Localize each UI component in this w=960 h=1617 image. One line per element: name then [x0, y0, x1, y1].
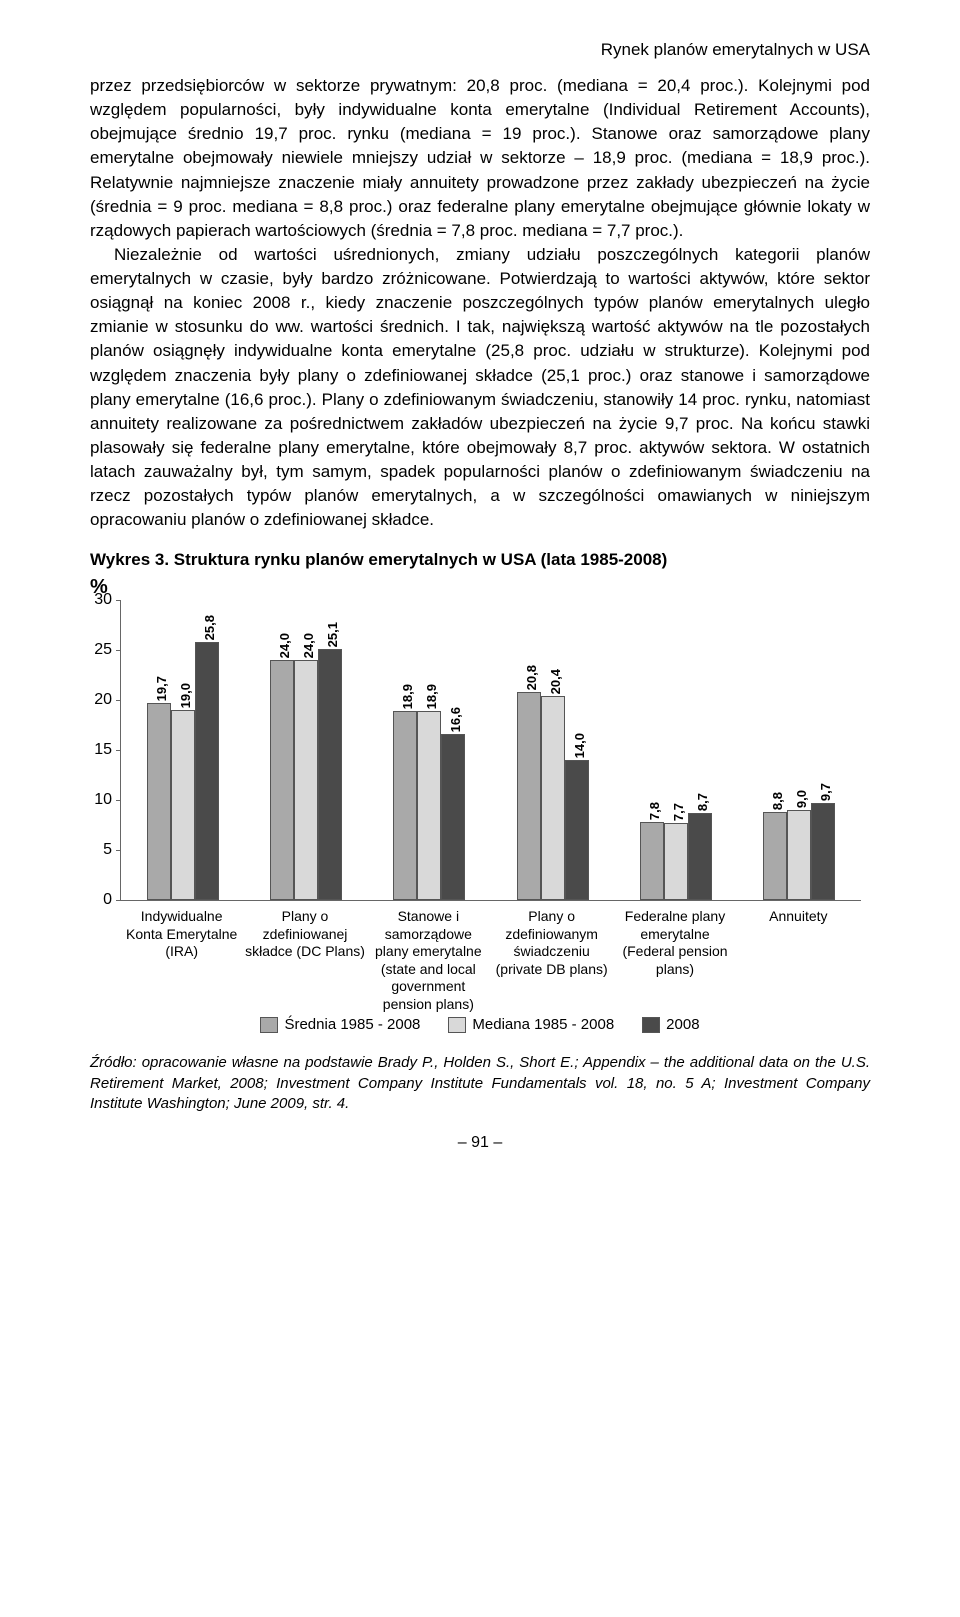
category-label: Annuitety [738, 908, 858, 926]
paragraph-2: Niezależnie od wartości uśrednionych, zm… [90, 243, 870, 533]
bar: 20,4 [541, 696, 565, 900]
category-group: 20,820,414,0 [491, 600, 614, 900]
legend-label: Mediana 1985 - 2008 [472, 1016, 614, 1033]
legend-label: Średnia 1985 - 2008 [284, 1016, 420, 1033]
category-group: 19,719,025,8 [121, 600, 244, 900]
y-axis-label: 20 [90, 691, 112, 709]
bar-value-label: 25,1 [325, 622, 340, 647]
bar-value-label: 7,8 [647, 802, 662, 820]
category-label: Federalne plany emerytalne (Federal pens… [615, 908, 735, 978]
category-group: 8,89,09,7 [738, 600, 861, 900]
bar: 19,7 [147, 703, 171, 900]
legend-swatch [260, 1017, 278, 1033]
bar: 8,8 [763, 812, 787, 900]
y-axis-label: 30 [90, 591, 112, 609]
bar: 19,0 [171, 710, 195, 900]
legend-label: 2008 [666, 1016, 699, 1033]
bar: 16,6 [441, 734, 465, 900]
page: Rynek planów emerytalnych w USA przez pr… [0, 0, 960, 1182]
legend-swatch [448, 1017, 466, 1033]
bar-value-label: 9,0 [794, 790, 809, 808]
paragraph-1: przez przedsiębiorców w sektorze prywatn… [90, 74, 870, 243]
bar-value-label: 9,7 [818, 783, 833, 801]
category-label: Stanowe i samorządowe plany emerytalne (… [368, 908, 488, 1013]
bar-value-label: 18,9 [400, 684, 415, 709]
bar-value-label: 20,4 [548, 669, 563, 694]
bar: 7,8 [640, 822, 664, 900]
bar: 25,8 [195, 642, 219, 900]
bar-value-label: 19,0 [178, 683, 193, 708]
bar-value-label: 24,0 [277, 633, 292, 658]
y-tick [116, 900, 121, 901]
bar-value-label: 20,8 [524, 665, 539, 690]
category-group: 24,024,025,1 [244, 600, 367, 900]
y-axis-label: 5 [90, 841, 112, 859]
legend-item: 2008 [642, 1016, 699, 1033]
bar: 7,7 [664, 823, 688, 900]
legend-item: Mediana 1985 - 2008 [448, 1016, 614, 1033]
bar-value-label: 7,7 [671, 803, 686, 821]
bar: 24,0 [270, 660, 294, 900]
y-axis-label: 15 [90, 741, 112, 759]
category-group: 18,918,916,6 [368, 600, 491, 900]
plot-area: 19,719,025,824,024,025,118,918,916,620,8… [120, 600, 861, 901]
bar: 20,8 [517, 692, 541, 900]
bar-value-label: 19,7 [154, 676, 169, 701]
category-label: Plany o zdefiniowanym świadczeniu (priva… [492, 908, 612, 978]
bar-value-label: 18,9 [424, 684, 439, 709]
y-axis-label: 0 [90, 891, 112, 909]
body-text: przez przedsiębiorców w sektorze prywatn… [90, 74, 870, 532]
running-title: Rynek planów emerytalnych w USA [90, 40, 870, 60]
category-group: 7,87,78,7 [614, 600, 737, 900]
legend-swatch [642, 1017, 660, 1033]
y-axis-label: 25 [90, 641, 112, 659]
bar: 18,9 [393, 711, 417, 900]
bar: 9,0 [787, 810, 811, 900]
legend-item: Średnia 1985 - 2008 [260, 1016, 420, 1033]
bar: 24,0 [294, 660, 318, 900]
bar-value-label: 8,8 [770, 792, 785, 810]
bar-value-label: 25,8 [202, 615, 217, 640]
bar-value-label: 16,6 [448, 707, 463, 732]
chart-title: Wykres 3. Struktura rynku planów emeryta… [90, 550, 870, 570]
source-citation: Źródło: opracowanie własne na podstawie … [90, 1053, 870, 1114]
bar-value-label: 8,7 [695, 793, 710, 811]
category-label: Indywidualne Konta Emerytalne (IRA) [122, 908, 242, 961]
bar: 18,9 [417, 711, 441, 900]
chart: % 19,719,025,824,024,025,118,918,916,620… [90, 576, 870, 1006]
category-label: Plany o zdefiniowanej składce (DC Plans) [245, 908, 365, 961]
bar-value-label: 14,0 [572, 733, 587, 758]
bar: 9,7 [811, 803, 835, 900]
chart-legend: Średnia 1985 - 2008 Mediana 1985 - 2008 20… [90, 1016, 870, 1033]
y-axis-label: 10 [90, 791, 112, 809]
page-number: – 91 – [90, 1134, 870, 1152]
bar-value-label: 24,0 [301, 633, 316, 658]
bar: 25,1 [318, 649, 342, 900]
bar: 8,7 [688, 813, 712, 900]
bar: 14,0 [565, 760, 589, 900]
